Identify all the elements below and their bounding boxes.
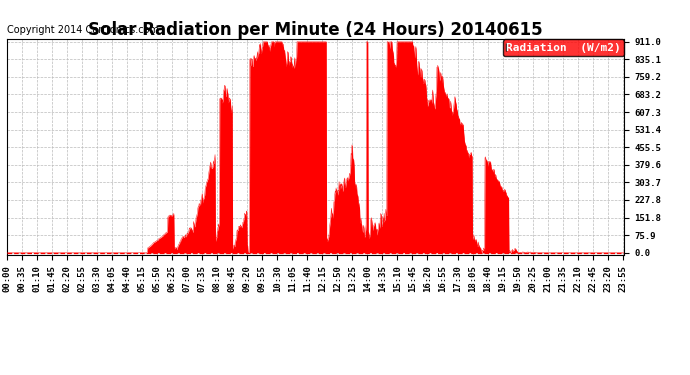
Legend: Radiation  (W/m2): Radiation (W/m2) bbox=[503, 39, 624, 56]
Text: Copyright 2014 Cartronics.com: Copyright 2014 Cartronics.com bbox=[7, 25, 159, 35]
Title: Solar Radiation per Minute (24 Hours) 20140615: Solar Radiation per Minute (24 Hours) 20… bbox=[88, 21, 543, 39]
